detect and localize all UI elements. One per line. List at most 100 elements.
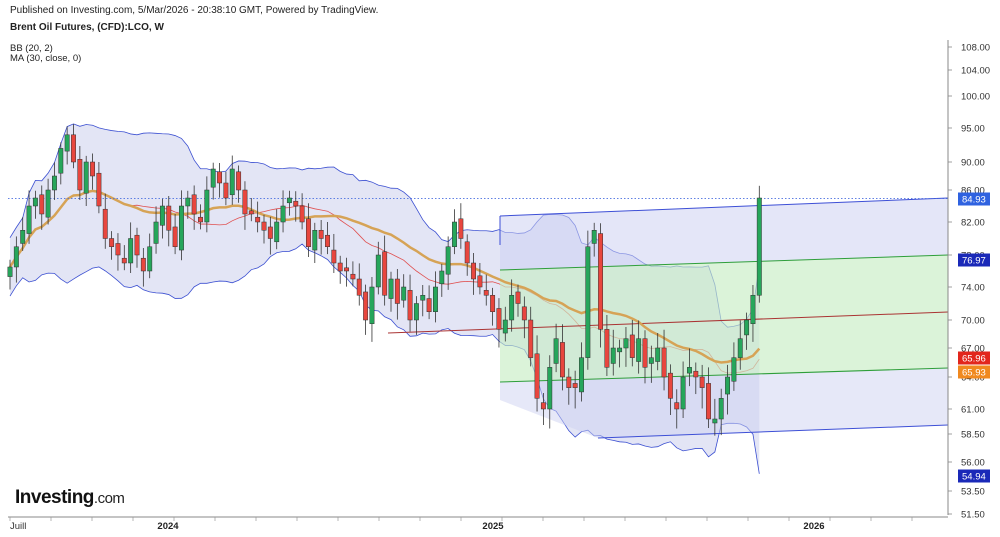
candle — [636, 320, 642, 374]
candle-body — [172, 226, 178, 247]
candle — [610, 329, 616, 376]
candle-body — [401, 286, 407, 301]
candle-body — [90, 161, 95, 177]
investing-logo: Investing.com — [15, 487, 125, 508]
candle-body — [445, 246, 451, 275]
candle-body — [32, 197, 38, 207]
y-tick-label: 67.00 — [961, 344, 985, 355]
candle — [718, 388, 724, 436]
candle-body — [426, 298, 432, 312]
indicator-bollinger-label: BB (20, 2) — [10, 43, 53, 54]
candle-body — [261, 221, 267, 231]
candle-body — [718, 398, 724, 420]
candle — [204, 176, 210, 233]
candle — [426, 285, 432, 320]
candle — [102, 193, 108, 249]
candle-body — [540, 402, 546, 410]
candle — [369, 277, 375, 342]
channel-top-line — [499, 197, 949, 217]
channel-center-line — [387, 311, 949, 334]
candle — [153, 206, 159, 254]
x-tick-label: 2024 — [157, 521, 179, 532]
candle-body — [598, 233, 603, 330]
candle-body — [375, 254, 381, 288]
candle — [134, 227, 140, 268]
candle — [172, 214, 178, 255]
candle — [293, 191, 299, 222]
candle — [401, 274, 407, 308]
candle-body — [179, 205, 184, 251]
candle — [648, 345, 654, 383]
candle — [725, 364, 730, 415]
candle-body — [109, 238, 115, 247]
candle-body — [534, 353, 540, 399]
candle — [394, 269, 400, 320]
price-badges: 84.93 76.97 65.96 65.93 54.94 — [958, 192, 990, 483]
indicator-ma-label: MA (30, close, 0) — [10, 53, 82, 64]
channel-upper-zone — [500, 198, 948, 270]
candle — [223, 171, 229, 206]
x-tick-label: Juill — [10, 521, 26, 532]
candle — [687, 348, 692, 387]
candle — [617, 339, 623, 368]
candle-body — [147, 246, 153, 272]
candle-body — [83, 161, 89, 194]
candle — [325, 222, 330, 255]
candle — [32, 190, 38, 219]
candle-body — [756, 197, 762, 296]
candle — [255, 201, 261, 233]
candle — [490, 287, 496, 326]
candle-body — [623, 338, 629, 349]
price-badge-label: 65.93 — [962, 368, 986, 379]
candle — [299, 193, 305, 230]
candle — [109, 231, 115, 260]
candle — [198, 204, 203, 230]
candle-body — [509, 295, 515, 321]
candle-body — [464, 241, 470, 264]
candle-body — [337, 262, 343, 272]
candle-body — [655, 347, 661, 362]
candle — [579, 342, 584, 402]
candle-body — [521, 306, 527, 321]
candle — [439, 263, 445, 297]
candle — [191, 185, 197, 230]
candle — [115, 233, 121, 271]
candle — [83, 155, 89, 206]
bollinger-lower — [9, 243, 760, 474]
candle-body — [452, 221, 457, 247]
candle — [77, 146, 83, 200]
candle-body — [45, 189, 51, 218]
candle — [280, 190, 286, 233]
candle-body — [629, 334, 635, 358]
y-tick-label: 82.00 — [961, 218, 985, 229]
y-tick-label: 61.00 — [961, 405, 985, 416]
candle — [13, 236, 19, 283]
candle-body — [293, 200, 299, 207]
candle — [236, 165, 242, 203]
candle — [261, 214, 267, 244]
candle-body — [604, 329, 610, 368]
candle-body — [115, 243, 121, 256]
candle-body — [71, 134, 76, 163]
candle — [591, 222, 597, 257]
candle — [477, 263, 483, 295]
candle — [248, 198, 254, 222]
y-tick-label: 74.00 — [961, 283, 985, 294]
candle — [64, 126, 70, 165]
candle — [471, 252, 477, 295]
candle-body — [712, 418, 718, 424]
candle — [693, 362, 699, 395]
candle — [445, 236, 451, 290]
y-tick-label: 56.00 — [961, 458, 985, 469]
candle-body — [610, 347, 616, 364]
candle-body — [318, 230, 324, 239]
candle — [598, 223, 603, 348]
candle-body — [648, 357, 654, 364]
candle-body — [64, 134, 70, 152]
price-badge-bg — [958, 192, 990, 206]
candle-body — [217, 171, 223, 184]
candle — [267, 216, 273, 255]
candle-body — [636, 338, 642, 362]
y-tick-label: 58.50 — [961, 430, 985, 441]
